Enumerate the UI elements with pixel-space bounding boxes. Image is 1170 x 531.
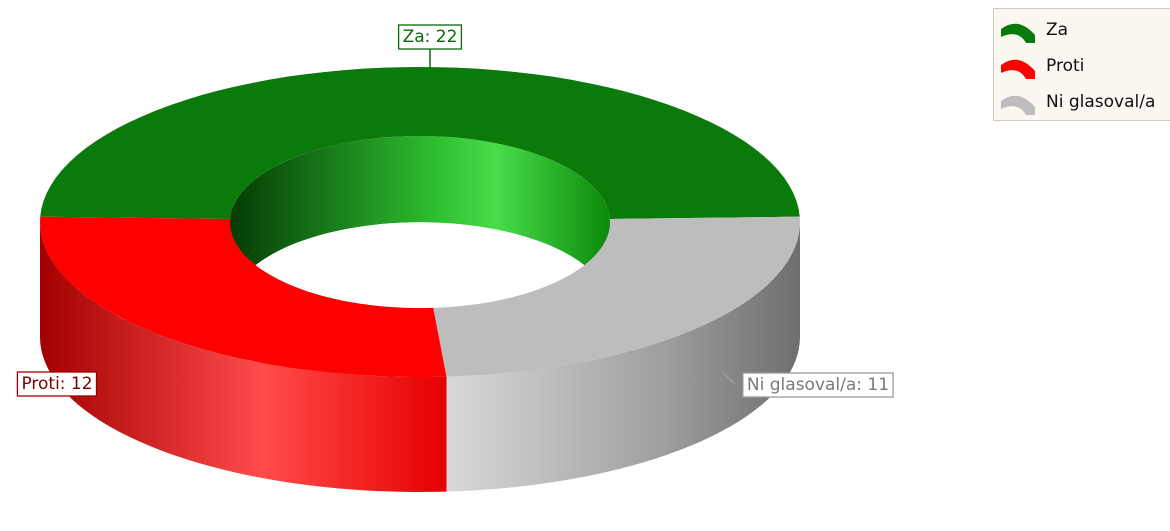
- legend-label-proti: Proti: [1046, 56, 1085, 76]
- slices-top-group: [40, 67, 800, 377]
- legend-label-ni-glasovala: Ni glasoval/a: [1046, 92, 1156, 112]
- legend-item-ni-glasovala: Ni glasoval/a: [1000, 89, 1170, 119]
- data-label-box: [397, 24, 463, 50]
- slice-ni-glasoval-a[interactable]: [433, 216, 800, 377]
- legend-swatch-za-icon: [1001, 23, 1035, 43]
- wall-proti: [40, 222, 447, 492]
- legend: Za Proti Ni glasoval/a: [993, 8, 1170, 121]
- data-label-text: Za: 22: [403, 27, 458, 47]
- inner-wall: [230, 136, 610, 309]
- legend-swatch-proti-icon: [1001, 59, 1035, 79]
- legend-swatch-ni-glasovala-icon: [1001, 95, 1035, 115]
- hole-floor-group: [230, 222, 610, 308]
- data-label-text: Ni glasoval/a: 11: [747, 375, 889, 395]
- wall-ni-glasoval-a: [446, 222, 800, 492]
- data-label-ni-glasoval-a: Ni glasoval/a: 11: [721, 371, 894, 398]
- legend-item-proti: Proti: [1000, 53, 1170, 83]
- hole-floor: [230, 222, 610, 308]
- data-label-proti: Proti: 12: [16, 371, 98, 397]
- legend-item-za: Za: [1000, 17, 1170, 47]
- data-labels-group: Za: 22 Proti: 12 Ni glasoval/a: 11: [16, 24, 894, 398]
- slice-proti[interactable]: [40, 216, 447, 377]
- data-label-box: [16, 371, 98, 397]
- data-label-text: Proti: 12: [21, 374, 92, 394]
- data-label-box: [742, 372, 894, 398]
- data-label-za: Za: 22: [397, 24, 463, 68]
- slice-za[interactable]: [40, 67, 800, 219]
- legend-label-za: Za: [1046, 20, 1069, 40]
- outer-wall-group: [40, 222, 800, 492]
